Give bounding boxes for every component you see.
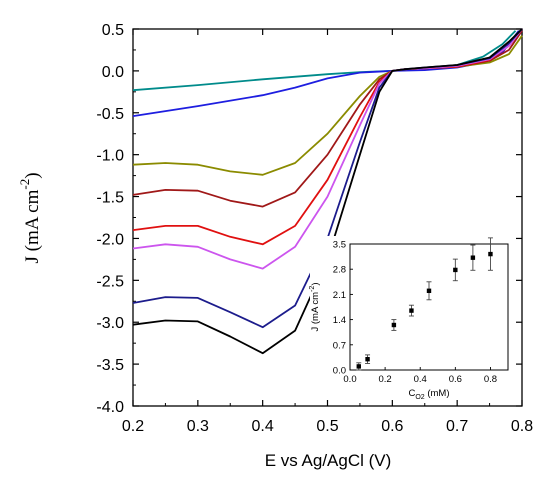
main-series-group: [132, 28, 523, 355]
x-tick-label: 0.2: [122, 418, 144, 435]
inset-y-tick-label: 0.0: [333, 366, 346, 377]
inset-data-point-1: [356, 364, 361, 369]
x-tick-label: 0.3: [187, 418, 209, 435]
inset-y-tick-label: 0.7: [333, 340, 346, 351]
inset-background: [310, 236, 516, 400]
y-tick-label: -0.5: [96, 106, 124, 123]
series-line-1: [132, 30, 517, 92]
y-tick-label: -1.0: [96, 148, 124, 165]
x-tick-label: 0.4: [252, 418, 274, 435]
y-tick-label: -4.0: [96, 399, 124, 416]
y-tick-label: -3.0: [96, 315, 124, 332]
inset-frame: [349, 243, 509, 371]
series-line-6: [132, 28, 523, 270]
inset-x-tick-label: 0.8: [484, 374, 497, 385]
inset-x-tick-label: 0.6: [449, 374, 462, 385]
inset-x-tick-label: 0.2: [379, 374, 392, 385]
inset-data-point-5: [426, 288, 432, 293]
series-line-5: [132, 28, 523, 246]
inset-x-tick-label: 0.0: [343, 374, 356, 385]
main-plot-area: [132, 28, 523, 407]
inset-plot: 0.0 0.2 0.4 0.6 0.8 0.0 0.7 1.4 2.1 2.8 3.5 CO2 (mM…: [309, 236, 516, 401]
inset-y-tick-label: 2.8: [333, 265, 346, 276]
x-tick-label: 0.5: [316, 418, 338, 435]
series-line-8: [132, 28, 523, 355]
x-tick-label: 0.7: [446, 418, 468, 435]
inset-data-point-8: [488, 251, 493, 257]
inset-data-point-7: [470, 255, 476, 260]
inset-y-tick-label: 3.5: [333, 240, 346, 251]
x-axis-label: E vs Ag/AgCl (V): [265, 451, 392, 470]
main-tick-labels: 0.2 0.3 0.4 0.5 0.6 0.7 0.8 0.5 0.0 -0.5 -1.0 -1.5 -…: [96, 22, 533, 435]
y-tick-label: -2.0: [96, 231, 124, 248]
y-tick-label: -2.5: [96, 273, 124, 290]
x-tick-label: 0.8: [511, 418, 533, 435]
inset-x-tick-label: 0.4: [414, 374, 427, 385]
inset-y-axis-label: J (mA cm-2): [309, 283, 321, 332]
inset-data-point-3: [391, 322, 397, 328]
y-tick-label: -3.5: [96, 357, 124, 374]
y-axis-label: J (mA cm-2): [17, 172, 43, 263]
x-tick-label: 0.6: [381, 418, 403, 435]
series-line-2: [132, 30, 520, 117]
inset-y-tick-label: 1.4: [333, 315, 346, 326]
y-tick-label: 0.0: [102, 64, 124, 81]
inset-data-point-4: [409, 308, 414, 313]
inset-data-point-6: [453, 267, 458, 273]
inset-y-tick-label: 2.1: [333, 290, 346, 301]
y-tick-label: 0.5: [102, 22, 124, 39]
inset-data-point-2: [365, 357, 370, 362]
inset-x-axis-label: CO2 (mM): [408, 388, 449, 401]
y-tick-label: -1.5: [96, 190, 124, 207]
